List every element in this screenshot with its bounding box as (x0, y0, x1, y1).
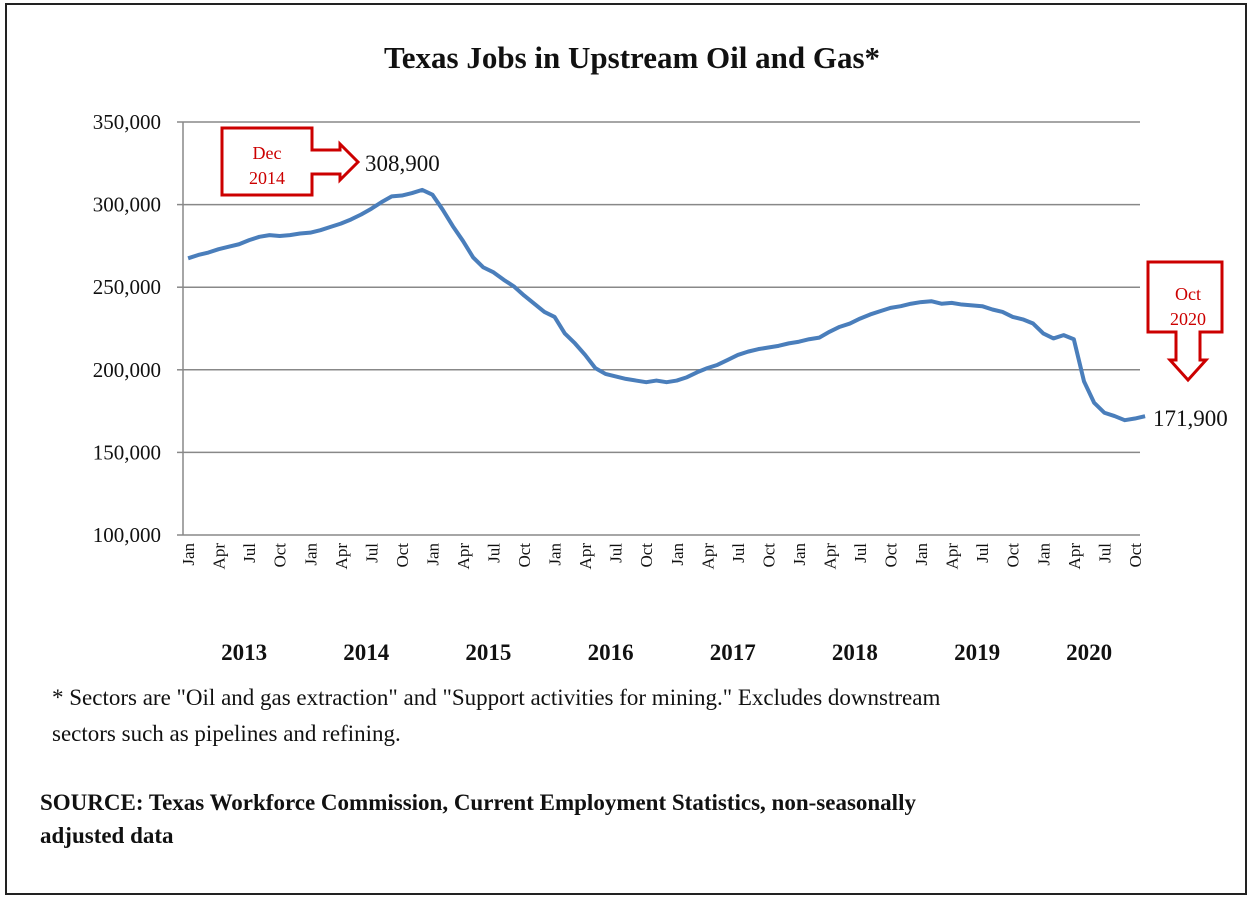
x-tick-label: Jul (607, 543, 626, 563)
x-tick-label: Jul (851, 543, 870, 563)
x-tick-label: Apr (698, 543, 717, 570)
year-label: 2019 (954, 640, 1000, 665)
year-label: 2020 (1066, 640, 1112, 665)
footnote: sectors such as pipelines and refining. (52, 721, 401, 746)
x-tick-label: Oct (882, 543, 901, 568)
data-label: 171,900 (1153, 406, 1228, 431)
x-tick-label: Oct (271, 543, 290, 568)
x-tick-label: Oct (1126, 543, 1145, 568)
x-tick-label: Jan (668, 543, 687, 566)
year-label: 2018 (832, 640, 878, 665)
x-tick-label: Apr (820, 543, 839, 570)
callout-text: Dec (253, 143, 282, 163)
y-tick-label: 200,000 (93, 358, 161, 382)
x-tick-label: Jan (301, 543, 320, 566)
source: adjusted data (40, 823, 174, 848)
x-tick-label: Apr (576, 543, 595, 570)
x-tick-label: Oct (637, 543, 656, 568)
y-tick-label: 150,000 (93, 440, 161, 464)
x-tick-label: Apr (454, 543, 473, 570)
x-tick-label: Jul (362, 543, 381, 563)
x-tick-label: Jul (240, 543, 259, 563)
x-tick-label: Apr (332, 543, 351, 570)
year-label: 2015 (465, 640, 511, 665)
y-tick-label: 100,000 (93, 523, 161, 547)
callout-text: Oct (1175, 284, 1201, 304)
x-tick-label: Jan (179, 543, 198, 566)
callout-text: 2014 (249, 168, 285, 188)
footnote: * Sectors are "Oil and gas extraction" a… (52, 685, 940, 710)
year-label: 2014 (343, 640, 390, 665)
year-label: 2017 (710, 640, 756, 665)
chart-title: Texas Jobs in Upstream Oil and Gas* (384, 40, 880, 75)
x-tick-label: Oct (393, 543, 412, 568)
callout-text: 2020 (1170, 309, 1206, 329)
x-tick-label: Oct (1004, 543, 1023, 568)
year-label: 2016 (588, 640, 634, 665)
x-tick-label: Jan (1034, 543, 1053, 566)
x-tick-label: Apr (210, 543, 229, 570)
x-tick-label: Jul (973, 543, 992, 563)
x-tick-label: Jul (729, 543, 748, 563)
x-tick-label: Jan (423, 543, 442, 566)
source: SOURCE: Texas Workforce Commission, Curr… (40, 790, 916, 815)
year-label: 2013 (221, 640, 267, 665)
x-tick-label: Oct (515, 543, 534, 568)
x-tick-label: Jul (485, 543, 504, 563)
x-tick-label: Jan (546, 543, 565, 566)
frame (5, 3, 1247, 895)
y-tick-label: 300,000 (93, 193, 161, 217)
y-tick-label: 250,000 (93, 275, 161, 299)
x-tick-label: Apr (1065, 543, 1084, 570)
y-tick-label: 350,000 (93, 110, 161, 134)
data-line (187, 187, 1146, 423)
x-tick-label: Jan (912, 543, 931, 566)
callout-arrow (1146, 260, 1224, 383)
x-tick-label: Oct (759, 543, 778, 568)
x-tick-label: Jul (1095, 543, 1114, 563)
x-tick-label: Apr (943, 543, 962, 570)
callout-arrow (220, 126, 361, 197)
x-tick-label: Jan (790, 543, 809, 566)
data-label: 308,900 (365, 151, 440, 176)
